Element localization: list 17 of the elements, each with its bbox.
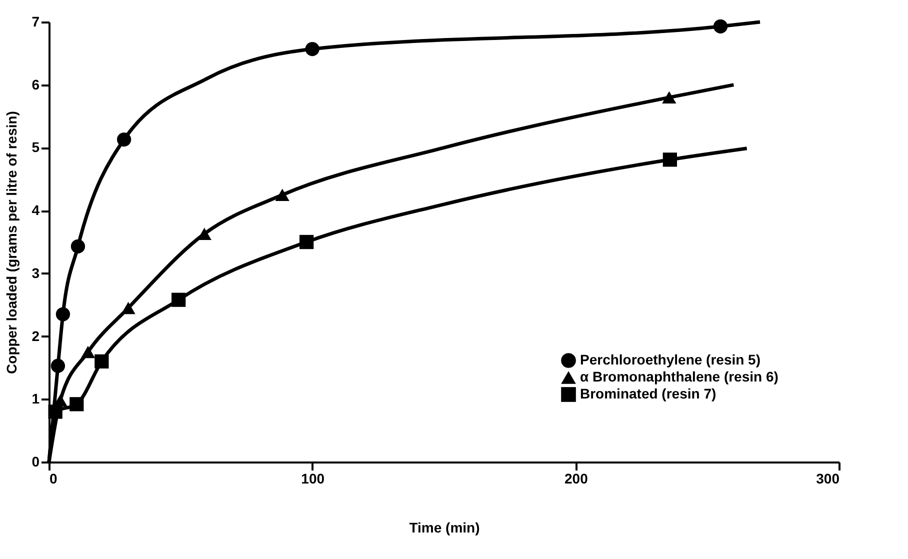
y-axis-title: Copper loaded (grams per litre of resin) — [4, 111, 20, 374]
y-tick-label: 1 — [32, 390, 40, 407]
y-tick-label: 7 — [32, 14, 40, 30]
legend-label: Perchloroethylene (resin 5) — [580, 352, 761, 368]
x-tick-label: 200 — [564, 470, 588, 486]
x-tick-label: 300 — [816, 470, 840, 486]
y-tick-label: 5 — [32, 139, 40, 156]
y-tick-label: 6 — [32, 76, 40, 92]
y-tick-label: 3 — [32, 264, 40, 281]
legend-label: Brominated (resin 7) — [580, 386, 716, 402]
y-tick-label: 2 — [32, 328, 40, 344]
x-tick-label: 0 — [50, 470, 58, 486]
legend-label: α Bromonaphthalene (resin 6) — [580, 368, 778, 384]
y-tick-label: 4 — [32, 202, 40, 218]
y-tick-label: 0 — [32, 454, 40, 470]
x-axis-title: Time (min) — [409, 520, 480, 536]
x-tick-label: 100 — [301, 470, 325, 486]
